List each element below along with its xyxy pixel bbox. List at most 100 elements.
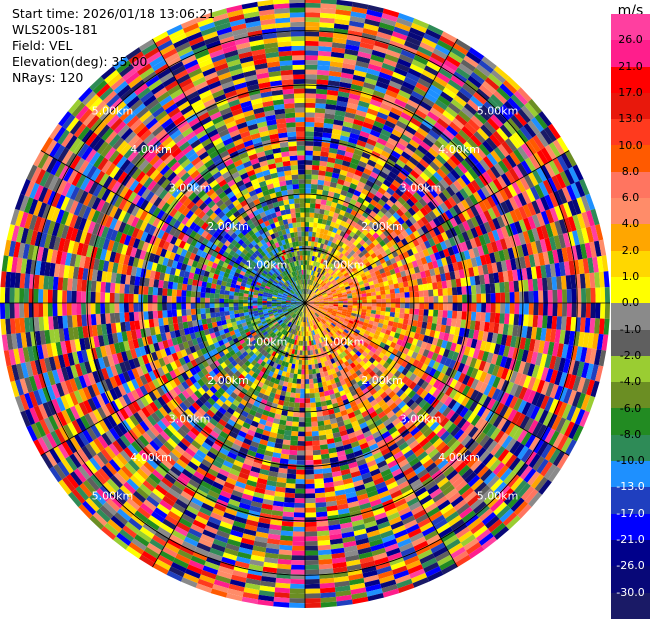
velocity-gate: [289, 397, 295, 402]
velocity-gate: [518, 314, 524, 326]
velocity-gate: [315, 108, 325, 114]
velocity-gate: [282, 516, 294, 522]
velocity-gate: [461, 311, 466, 320]
velocity-gate: [305, 151, 313, 156]
velocity-gate: [315, 497, 326, 503]
velocity-gate: [311, 412, 317, 417]
velocity-gate: [427, 283, 433, 290]
velocity-gate: [305, 479, 315, 484]
velocity-gate: [305, 551, 318, 556]
velocity-gate: [442, 317, 448, 325]
velocity-gate: [309, 379, 314, 384]
velocity-gate: [353, 303, 358, 306]
velocity-gate: [572, 303, 577, 317]
velocity-gate: [305, 432, 312, 437]
velocity-gate: [280, 535, 293, 541]
velocity-gate: [295, 489, 305, 494]
velocity-gate: [320, 444, 328, 450]
velocity-gate: [305, 203, 310, 208]
velocity-gate: [457, 287, 462, 295]
velocity-gate: [552, 316, 558, 329]
velocity-gate: [292, 541, 305, 546]
velocity-gate: [380, 311, 385, 316]
velocity-gate: [362, 300, 367, 303]
velocity-gate: [438, 289, 443, 296]
velocity-gate: [362, 306, 367, 310]
velocity-gate: [419, 303, 424, 309]
velocity-gate: [404, 287, 410, 293]
velocity-gate: [362, 297, 367, 301]
velocity-gate: [528, 279, 534, 291]
velocity-gate: [292, 426, 299, 431]
velocity-gate: [313, 459, 322, 464]
velocity-gate: [509, 281, 515, 292]
velocity-gate: [418, 315, 424, 322]
velocity-gate: [298, 427, 305, 432]
velocity-gate: [305, 474, 314, 479]
velocity-gate: [295, 493, 305, 498]
velocity-gate: [305, 555, 319, 560]
velocity-gate: [305, 222, 309, 227]
velocity-gate: [600, 303, 605, 319]
velocity-gate: [567, 303, 572, 317]
velocity-gate: [283, 440, 291, 446]
velocity-gate: [305, 579, 320, 584]
velocity-gate: [405, 308, 410, 314]
velocity-gate: [308, 365, 312, 370]
velocity-gate: [317, 75, 329, 81]
velocity-gate: [367, 296, 372, 300]
velocity-gate: [438, 303, 443, 310]
velocity-gate: [305, 365, 309, 370]
velocity-gate: [305, 3, 321, 8]
velocity-gate: [295, 398, 301, 403]
velocity-gate: [372, 299, 377, 303]
velocity-gate: [305, 117, 315, 122]
velocity-gate: [491, 303, 496, 313]
velocity-gate: [399, 287, 404, 293]
velocity-gate: [433, 289, 438, 296]
velocity-gate: [315, 493, 325, 499]
velocity-gate: [499, 313, 505, 324]
velocity-gate: [301, 384, 306, 389]
velocity-gate: [305, 503, 316, 508]
velocity-gate: [495, 293, 500, 303]
velocity-gate: [305, 141, 314, 146]
velocity-gate: [394, 283, 400, 289]
velocity-gate: [514, 292, 519, 303]
velocity-gate: [586, 288, 591, 303]
velocity-gate: [318, 545, 331, 551]
velocity-gate: [305, 489, 315, 494]
velocity-gate: [318, 56, 331, 62]
velocity-gate: [305, 527, 317, 532]
velocity-gate: [434, 303, 439, 310]
velocity-gate: [283, 512, 294, 518]
velocity-gate: [305, 50, 318, 55]
velocity-gate: [428, 290, 433, 297]
velocity-gate: [400, 298, 405, 303]
velocity-gate: [437, 317, 443, 325]
velocity-gate: [472, 294, 477, 303]
velocity-gate: [305, 65, 318, 70]
velocity-gate: [284, 497, 295, 503]
velocity-gate: [298, 441, 306, 446]
velocity-gate: [313, 222, 318, 227]
velocity-gate: [471, 312, 476, 321]
velocity-gate: [305, 522, 317, 527]
velocity-gate: [442, 310, 447, 318]
velocity-gate: [452, 311, 457, 319]
velocity-gate: [314, 132, 323, 137]
velocity-gate: [405, 292, 410, 298]
velocity-gate: [467, 303, 472, 312]
velocity-gate: [295, 393, 300, 398]
velocity-gate: [295, 498, 306, 503]
velocity-gate: [294, 508, 305, 513]
velocity-gate: [400, 308, 405, 314]
velocity-gate: [586, 303, 591, 318]
velocity-gate: [394, 288, 399, 293]
velocity-gate: [310, 198, 316, 203]
velocity-gate: [448, 295, 453, 303]
velocity-gate: [305, 531, 317, 536]
velocity-gate: [457, 311, 462, 319]
velocity-gate: [486, 293, 491, 303]
velocity-gate: [380, 290, 385, 295]
